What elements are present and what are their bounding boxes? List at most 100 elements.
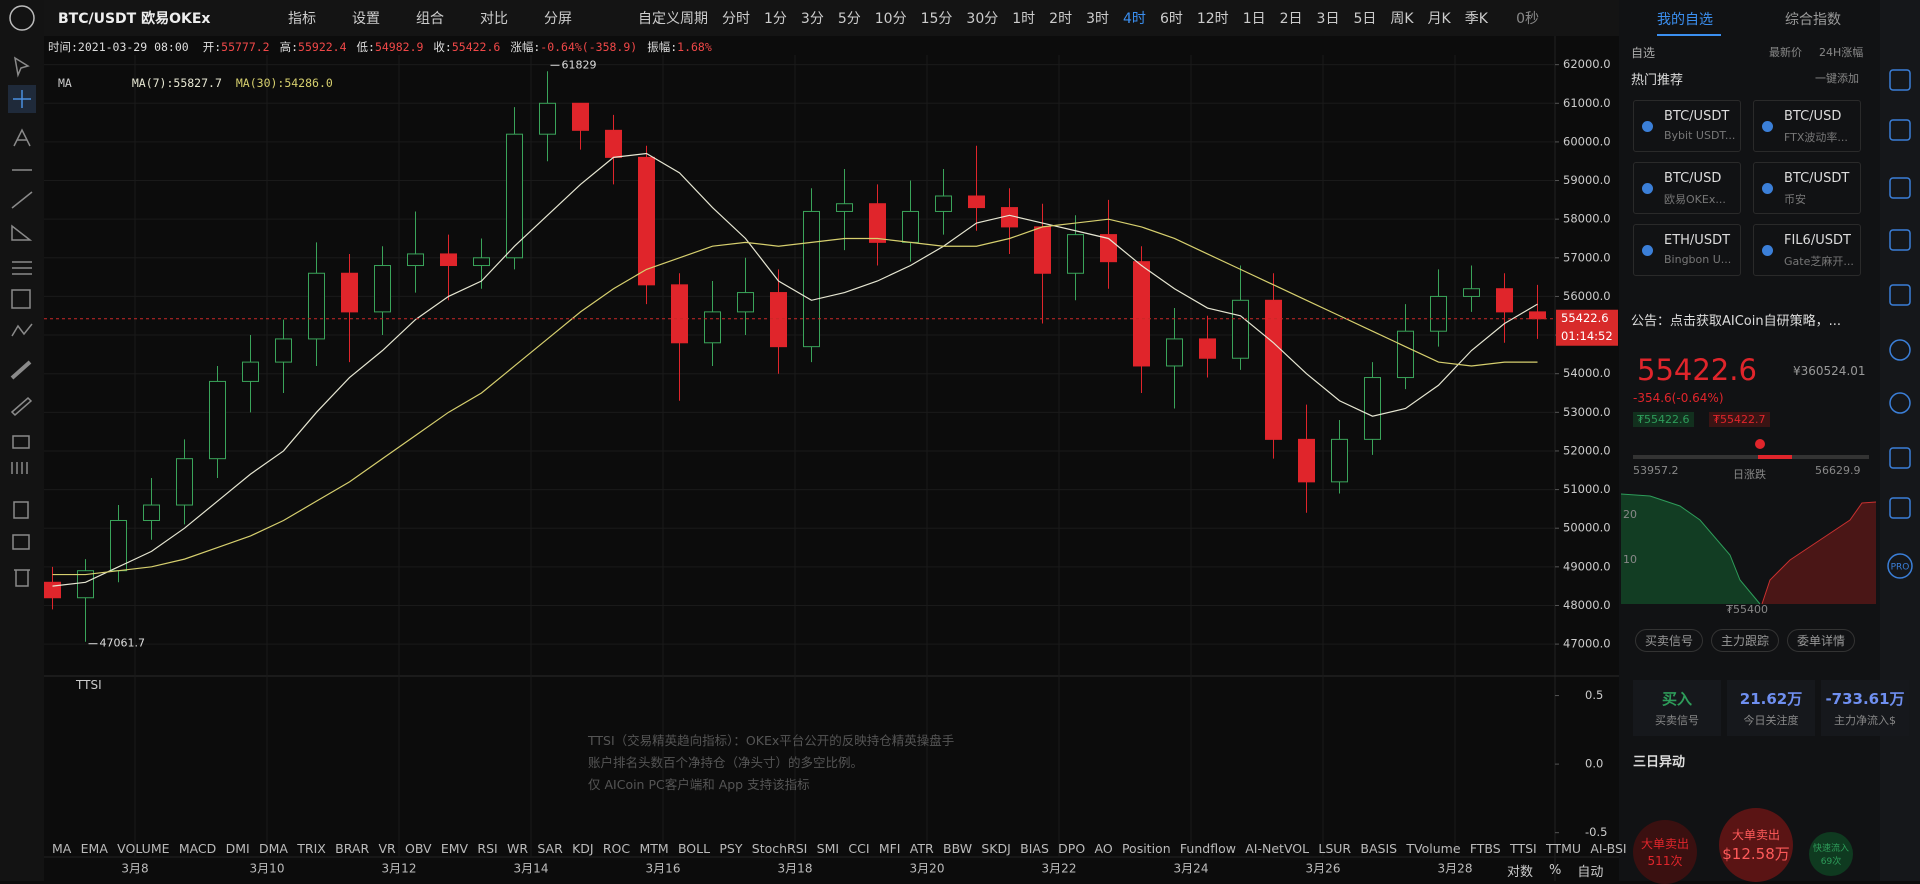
check[interactable] bbox=[1762, 183, 1773, 194]
period[interactable]: 1日 bbox=[1242, 11, 1266, 27]
check[interactable] bbox=[1642, 121, 1653, 132]
indicator-tab[interactable]: AI-BSI bbox=[1590, 840, 1627, 856]
side-icon[interactable] bbox=[1889, 447, 1911, 469]
period[interactable]: 1分 bbox=[764, 11, 787, 27]
grid-icon[interactable] bbox=[11, 289, 31, 309]
pair-card[interactable]: FIL6/USDT Gate芝麻开... bbox=[1753, 224, 1861, 276]
crosshair-icon[interactable] bbox=[13, 90, 31, 108]
pro-label[interactable]: PRO bbox=[1891, 563, 1910, 573]
period[interactable]: 季K bbox=[1464, 11, 1488, 27]
bubble[interactable]: 大单卖出 $12.58万 bbox=[1719, 808, 1793, 882]
indicator-tab[interactable]: Fundflow bbox=[1179, 840, 1236, 856]
tool[interactable]: 组合 bbox=[416, 11, 444, 27]
logo[interactable] bbox=[9, 5, 35, 31]
indicator-tab[interactable]: TTSI bbox=[1510, 840, 1537, 856]
custom-period[interactable]: 自定义周期 bbox=[638, 11, 708, 27]
check[interactable] bbox=[1642, 245, 1653, 256]
period[interactable]: 4时 bbox=[1123, 11, 1146, 27]
bottom-control[interactable]: 对数 bbox=[1507, 864, 1534, 880]
magnet-icon[interactable] bbox=[11, 462, 28, 474]
side-icon[interactable] bbox=[1889, 119, 1911, 141]
period[interactable]: 1时 bbox=[1012, 11, 1036, 27]
side-icon[interactable] bbox=[1889, 392, 1911, 414]
indicator-tab[interactable]: DMA bbox=[259, 840, 288, 856]
period[interactable]: 12时 bbox=[1196, 11, 1229, 27]
indicator-tab[interactable]: AI-NetVOL bbox=[1245, 840, 1310, 856]
indicator-tab[interactable]: EMV bbox=[440, 840, 469, 856]
triangle-icon[interactable] bbox=[11, 224, 33, 241]
indicator-tab[interactable]: EMA bbox=[80, 840, 108, 856]
trash-icon[interactable] bbox=[14, 569, 30, 587]
settings-icon[interactable] bbox=[12, 534, 30, 550]
indicator-tab[interactable]: MACD bbox=[178, 840, 217, 856]
notice[interactable]: 公告：点击获取AICoin自研策略，... bbox=[1631, 314, 1842, 329]
indicator-tab[interactable]: SAR bbox=[537, 840, 563, 856]
indicator-tab[interactable]: DPO bbox=[1058, 840, 1086, 856]
ruler-icon[interactable] bbox=[10, 360, 32, 380]
period[interactable]: 2时 bbox=[1049, 11, 1073, 27]
indicator-tab[interactable]: PSY bbox=[719, 840, 743, 856]
hot-action[interactable]: 一键添加 bbox=[1815, 72, 1859, 85]
period[interactable]: 周K bbox=[1390, 11, 1414, 27]
check[interactable] bbox=[1642, 183, 1653, 194]
indicator-tab[interactable]: StochRSI bbox=[751, 840, 808, 856]
cursor-icon[interactable] bbox=[13, 56, 30, 78]
bubble[interactable]: 大单卖出 511次 bbox=[1633, 820, 1697, 884]
panel-button[interactable]: 主力跟踪 bbox=[1711, 629, 1780, 652]
indicator-tab[interactable]: SKDJ bbox=[981, 840, 1011, 856]
indicator-tab[interactable]: KDJ bbox=[572, 840, 594, 856]
indicator-tab[interactable]: WR bbox=[507, 840, 529, 856]
list-left[interactable]: 自选 bbox=[1631, 46, 1656, 60]
indicator-tab[interactable]: RSI bbox=[477, 840, 498, 856]
period[interactable]: 10分 bbox=[874, 11, 907, 27]
indicator-tab[interactable]: OBV bbox=[404, 840, 432, 856]
indicator-tab[interactable]: ROC bbox=[602, 840, 631, 856]
period[interactable]: 分时 bbox=[722, 11, 750, 27]
indicator-tab[interactable]: MTM bbox=[639, 840, 669, 856]
panel-button[interactable]: 买卖信号 bbox=[1635, 629, 1704, 652]
check[interactable] bbox=[1762, 245, 1773, 256]
side-icon[interactable] bbox=[1889, 284, 1911, 306]
wave-icon[interactable] bbox=[11, 323, 33, 337]
indicator-tab[interactable]: BRAR bbox=[335, 840, 370, 856]
indicator-tab[interactable]: BIAS bbox=[1020, 840, 1049, 856]
period[interactable]: 3时 bbox=[1086, 11, 1110, 27]
period[interactable]: 3分 bbox=[800, 11, 824, 27]
indicator-tab[interactable]: DMI bbox=[225, 840, 250, 856]
pair-card[interactable]: BTC/USD 欧易OKEx... bbox=[1633, 162, 1741, 214]
period[interactable]: 5日 bbox=[1353, 11, 1377, 27]
fib-icon[interactable] bbox=[12, 261, 32, 275]
tool[interactable]: 指标 bbox=[288, 11, 316, 27]
bubble[interactable]: 快速流入 69次 bbox=[1809, 832, 1853, 876]
indicator-tab[interactable]: BBW bbox=[943, 840, 973, 856]
indicator-tab[interactable]: FTBS bbox=[1469, 840, 1501, 856]
pair-card[interactable]: BTC/USDT 币安 bbox=[1753, 162, 1861, 214]
side-icon[interactable] bbox=[1889, 69, 1911, 91]
period[interactable]: 月K bbox=[1427, 11, 1451, 27]
side-icon[interactable] bbox=[1887, 553, 1913, 579]
indicator-tab[interactable]: TVolume bbox=[1406, 840, 1461, 856]
indicator-tab[interactable]: MFI bbox=[878, 840, 901, 856]
period[interactable]: 2日 bbox=[1279, 11, 1303, 27]
period[interactable]: 30分 bbox=[966, 11, 999, 27]
ray-icon[interactable] bbox=[11, 191, 33, 209]
check[interactable] bbox=[1762, 121, 1773, 132]
indicator-tab[interactable]: ATR bbox=[909, 840, 934, 856]
period[interactable]: 15分 bbox=[920, 11, 953, 27]
tool[interactable]: 分屏 bbox=[544, 11, 572, 27]
indicator-tab[interactable]: TRIX bbox=[297, 840, 326, 856]
indicator-tab[interactable]: MA bbox=[52, 840, 72, 856]
indicator-tab[interactable]: CCI bbox=[848, 840, 870, 856]
timer[interactable]: 0秒 bbox=[1516, 11, 1539, 27]
side-icon[interactable] bbox=[1889, 177, 1911, 199]
period[interactable]: 3日 bbox=[1316, 11, 1340, 27]
indicator-tab[interactable]: VOLUME bbox=[117, 840, 170, 856]
indicator-tab[interactable]: AO bbox=[1094, 840, 1113, 856]
tab[interactable]: 综合指数 bbox=[1785, 12, 1841, 28]
side-icon[interactable] bbox=[1889, 229, 1911, 251]
pen-icon[interactable] bbox=[10, 396, 33, 417]
indicator-tab[interactable]: TTMU bbox=[1546, 840, 1582, 856]
period[interactable]: 6时 bbox=[1159, 11, 1183, 27]
indicator-tab[interactable]: BOLL bbox=[677, 840, 711, 856]
tool-icons[interactable] bbox=[8, 5, 36, 587]
